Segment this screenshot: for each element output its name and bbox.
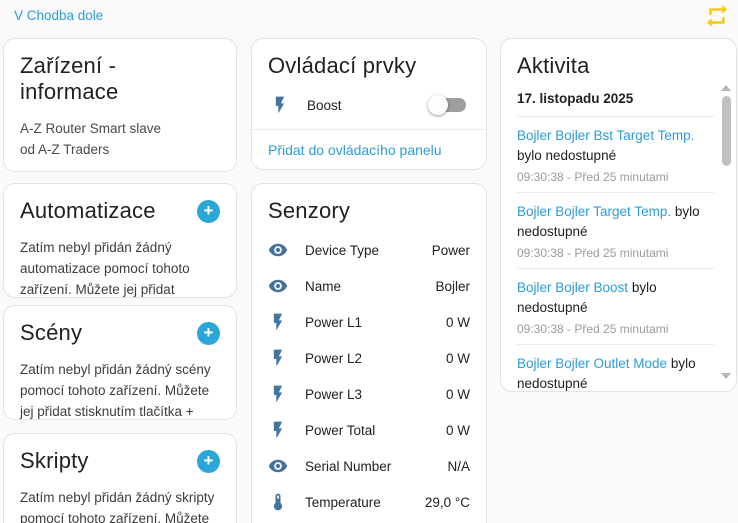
- activity-title: Aktivita: [517, 53, 590, 78]
- flash-icon: [268, 312, 288, 332]
- sensor-value: 0 W: [445, 386, 470, 402]
- activity-event-text: bylo nedostupné: [517, 356, 696, 391]
- sensor-value: Power: [431, 242, 470, 258]
- add-script-button[interactable]: +: [197, 449, 220, 473]
- sensors-card: Senzory Device Type Power: [251, 183, 487, 523]
- sensor-row[interactable]: Power L2 0 W: [268, 340, 470, 376]
- activity-event-text: bylo nedostupné: [517, 204, 700, 239]
- sensor-value: 0 W: [445, 350, 470, 366]
- controls-card: Ovládací prvky Boost Přidat do ovládacíh…: [251, 38, 487, 170]
- activity-entity-link[interactable]: Bojler Bojler Target Temp.: [517, 204, 672, 219]
- activity-timestamp: 09:30:38 - Před 25 minutami: [517, 246, 669, 260]
- scripts-card: Skripty + Zatím nebyl přidán žádný skrip…: [3, 433, 237, 523]
- scrollbar-thumb[interactable]: [722, 96, 731, 166]
- add-scene-button[interactable]: +: [197, 321, 220, 345]
- sensor-row[interactable]: Power L1 0 W: [268, 304, 470, 340]
- sensor-value: 29,0 °C: [424, 494, 470, 510]
- add-automation-button[interactable]: +: [197, 199, 220, 223]
- add-to-dashboard-link[interactable]: Přidat do ovládacího panelu: [268, 142, 442, 158]
- sensor-label: Power L1: [305, 314, 363, 330]
- sensors-title: Senzory: [268, 198, 351, 223]
- eye-icon: [268, 276, 288, 296]
- device-info-card: Zařízení - informace A-Z Router Smart sl…: [3, 38, 237, 172]
- activity-date-header: 17. listopadu 2025: [517, 91, 714, 117]
- boost-toggle[interactable]: [428, 95, 466, 115]
- activity-entry: Bojler Bojler Boost bylo nedostupné 09:3…: [517, 269, 714, 345]
- automations-empty-text: Zatím nebyl přidán žádný automatizace po…: [20, 240, 190, 297]
- scenes-card: Scény + Zatím nebyl přidán žádný scény p…: [3, 305, 237, 420]
- sensor-label: Power Total: [305, 422, 376, 438]
- activity-timestamp: 09:30:38 - Před 25 minutami: [517, 322, 669, 336]
- scroll-down-button[interactable]: [721, 373, 731, 379]
- sensor-label: Serial Number: [305, 458, 392, 474]
- sensor-label: Temperature: [305, 494, 381, 510]
- sensor-row[interactable]: Device Type Power: [268, 232, 470, 268]
- automations-title: Automatizace: [20, 198, 156, 223]
- sensor-list: Device Type Power Name Bojler: [268, 232, 470, 520]
- flash-icon: [268, 384, 288, 404]
- scripts-empty-text: Zatím nebyl přidán žádný skripty pomocí …: [20, 490, 215, 523]
- sensor-value: Bojler: [435, 278, 470, 294]
- device-manufacturer: od A-Z Traders: [20, 142, 110, 157]
- sensor-label: Power L2: [305, 350, 363, 366]
- activity-entry: Bojler Bojler Outlet Mode bylo nedostupn…: [517, 345, 714, 391]
- activity-event-text: bylo nedostupné: [517, 148, 617, 163]
- activity-entity-link[interactable]: Bojler Bojler Bst Target Temp.: [517, 128, 695, 143]
- control-row-boost: Boost: [268, 95, 470, 115]
- scroll-up-button[interactable]: [721, 85, 731, 91]
- activity-timestamp: 09:30:38 - Před 25 minutami: [517, 170, 669, 184]
- flash-icon: [270, 95, 290, 115]
- activity-event-text: bylo nedostupné: [517, 280, 657, 315]
- sensor-row[interactable]: Temperature 29,0 °C: [268, 484, 470, 520]
- controls-title: Ovládací prvky: [268, 53, 417, 78]
- sensor-value: N/A: [447, 458, 470, 474]
- device-info-title: Zařízení - informace: [20, 53, 119, 104]
- sensor-label: Name: [305, 278, 342, 294]
- flash-icon: [268, 348, 288, 368]
- activity-list: Bojler Bojler Bst Target Temp. bylo nedo…: [517, 117, 714, 391]
- automations-card: Automatizace + Zatím nebyl přidán žádný …: [3, 183, 237, 298]
- eye-icon: [268, 240, 288, 260]
- breadcrumb-area-link[interactable]: V Chodba dole: [14, 8, 104, 23]
- scenes-empty-text: Zatím nebyl přidán žádný scény pomocí to…: [20, 362, 211, 419]
- flash-icon: [268, 420, 288, 440]
- sensor-row[interactable]: Power L3 0 W: [268, 376, 470, 412]
- activity-entity-link[interactable]: Bojler Bojler Boost: [517, 280, 629, 295]
- sensor-value: 0 W: [445, 314, 470, 330]
- scripts-title: Skripty: [20, 448, 89, 473]
- activity-entity-link[interactable]: Bojler Bojler Outlet Mode: [517, 356, 668, 371]
- sensor-row[interactable]: Power Total 0 W: [268, 412, 470, 448]
- activity-card: Aktivita 17. listopadu 2025 Bojler Bojle…: [500, 38, 737, 392]
- activity-entry: Bojler Bojler Bst Target Temp. bylo nedo…: [517, 117, 714, 193]
- boost-label: Boost: [307, 97, 342, 113]
- brand-loop-icon: [704, 3, 730, 29]
- sensor-row[interactable]: Name Bojler: [268, 268, 470, 304]
- scenes-title: Scény: [20, 320, 83, 345]
- eye-icon: [268, 456, 288, 476]
- thermometer-icon: [268, 492, 288, 512]
- sensor-label: Device Type: [305, 242, 380, 258]
- device-model: A-Z Router Smart slave: [20, 121, 162, 136]
- sensor-row[interactable]: Serial Number N/A: [268, 448, 470, 484]
- activity-entry: Bojler Bojler Target Temp. bylo nedostup…: [517, 193, 714, 269]
- sensor-label: Power L3: [305, 386, 363, 402]
- sensor-value: 0 W: [445, 422, 470, 438]
